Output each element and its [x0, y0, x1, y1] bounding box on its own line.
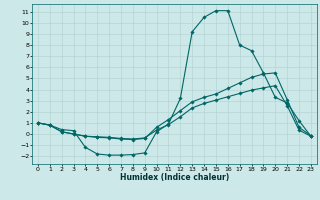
X-axis label: Humidex (Indice chaleur): Humidex (Indice chaleur)	[120, 173, 229, 182]
